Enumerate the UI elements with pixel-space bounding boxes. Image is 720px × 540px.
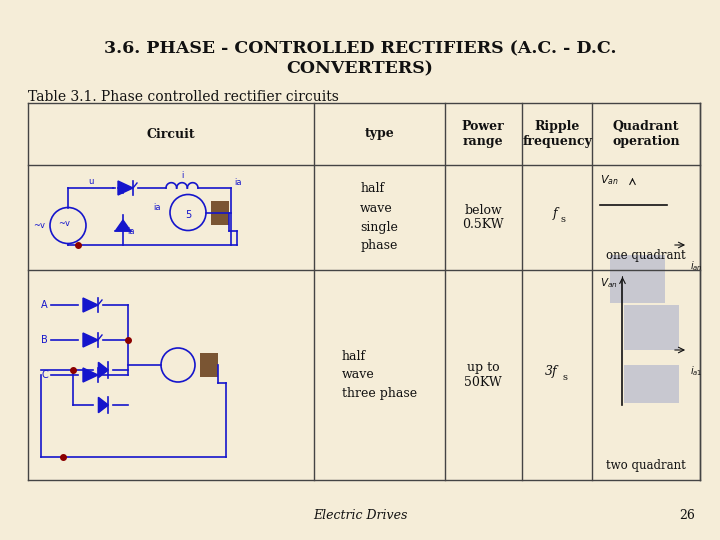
Text: 26: 26: [679, 509, 695, 522]
Polygon shape: [99, 397, 108, 413]
Text: ia: ia: [153, 202, 161, 212]
Text: u: u: [88, 177, 94, 186]
Text: below
0.5KW: below 0.5KW: [462, 204, 504, 232]
Text: $V_{an}$: $V_{an}$: [600, 276, 618, 290]
Bar: [624, 365, 680, 403]
Text: Ripple
frequency: Ripple frequency: [522, 120, 592, 148]
Text: ia: ia: [127, 226, 135, 235]
Text: f: f: [553, 207, 557, 220]
Text: two quadrant: two quadrant: [606, 459, 686, 472]
Text: Table 3.1. Phase controlled rectifier circuits: Table 3.1. Phase controlled rectifier ci…: [28, 90, 339, 104]
Bar: [200, 353, 218, 377]
Bar: [624, 305, 680, 350]
Text: CONVERTERS): CONVERTERS): [287, 60, 433, 77]
Text: ~v: ~v: [58, 219, 70, 228]
Text: $i_{a1}$: $i_{a1}$: [690, 364, 703, 378]
Polygon shape: [118, 181, 133, 195]
Text: 5: 5: [185, 210, 191, 219]
Text: Power
range: Power range: [462, 120, 505, 148]
Text: 3f: 3f: [545, 364, 557, 377]
Text: Circuit: Circuit: [146, 127, 195, 140]
Text: Electric Drives: Electric Drives: [312, 509, 408, 522]
Bar: [211, 200, 229, 225]
Polygon shape: [83, 333, 98, 347]
Text: A: A: [41, 300, 48, 310]
Text: s: s: [561, 215, 566, 224]
Text: one quadrant: one quadrant: [606, 249, 686, 262]
Text: Quadrant
operation: Quadrant operation: [613, 120, 680, 148]
Polygon shape: [83, 298, 98, 312]
Polygon shape: [99, 362, 108, 377]
Polygon shape: [115, 220, 131, 231]
Text: $i_{an}$: $i_{an}$: [690, 259, 703, 273]
Text: half
wave
three phase: half wave three phase: [341, 349, 417, 401]
Text: half
wave
single
phase: half wave single phase: [360, 183, 398, 253]
Text: ~v: ~v: [33, 221, 45, 230]
Polygon shape: [83, 368, 98, 382]
Text: $V_{an}$: $V_{an}$: [600, 173, 619, 187]
Bar: [611, 255, 665, 303]
Text: up to
50KW: up to 50KW: [464, 361, 502, 389]
Text: 3.6. PHASE - CONTROLLED RECTIFIERS (A.C. - D.C.: 3.6. PHASE - CONTROLLED RECTIFIERS (A.C.…: [104, 40, 616, 57]
Text: s: s: [563, 373, 567, 381]
Text: B: B: [41, 335, 48, 345]
Text: C: C: [41, 370, 48, 380]
Text: i: i: [181, 171, 183, 180]
Text: type: type: [364, 127, 394, 140]
Text: ia: ia: [234, 178, 241, 187]
